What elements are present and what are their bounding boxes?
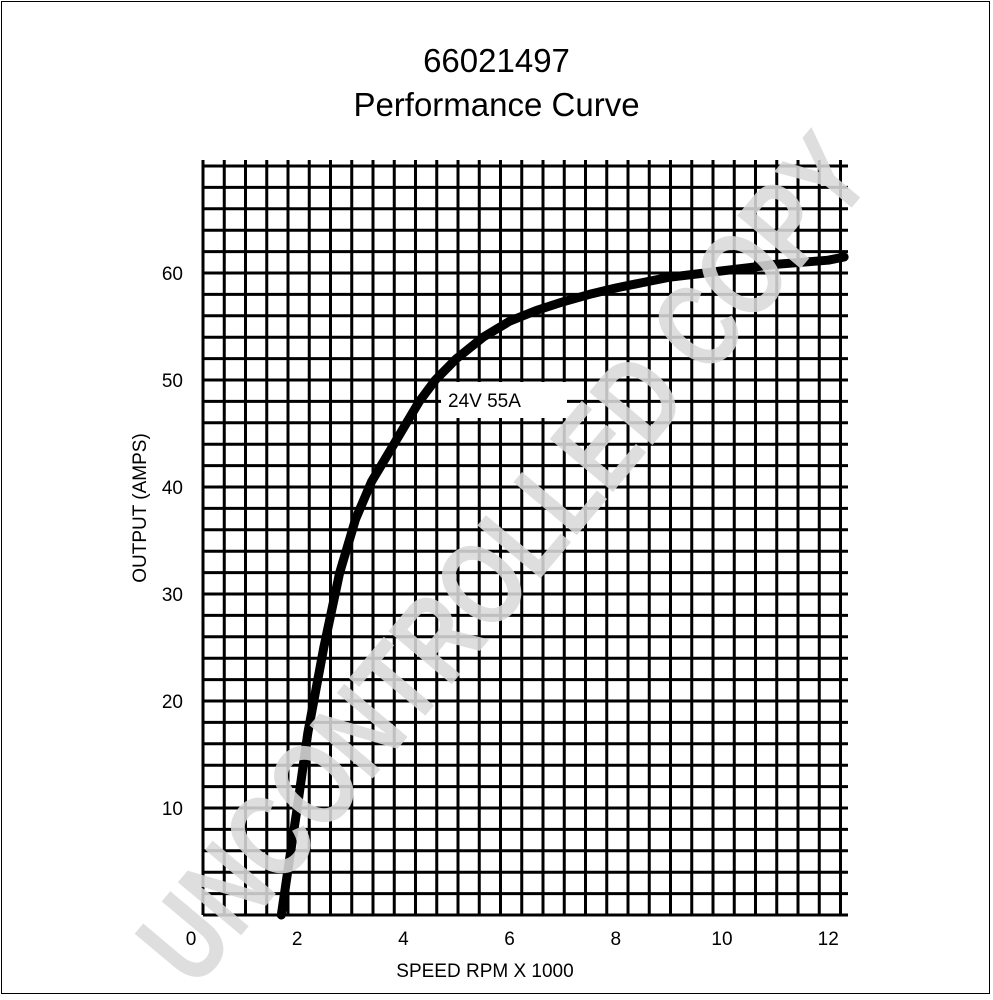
series-label: 24V 55A xyxy=(448,391,521,412)
x-tick-label: 10 xyxy=(711,929,732,950)
series-label-box: 24V 55A xyxy=(441,382,567,418)
y-tick-label: 60 xyxy=(162,264,183,285)
y-axis-label: OUTPUT (AMPS) xyxy=(130,433,151,583)
x-tick-label: 12 xyxy=(818,929,839,950)
y-tick-label: 20 xyxy=(162,692,183,713)
y-tick-label: 50 xyxy=(162,371,183,392)
series-line xyxy=(276,252,849,920)
x-tick-label: 0 xyxy=(186,929,197,950)
curve-series xyxy=(276,252,849,920)
y-tick-label: 30 xyxy=(162,585,183,606)
x-axis-label: SPEED RPM X 1000 xyxy=(396,961,573,982)
y-tick-label: 10 xyxy=(162,799,183,820)
x-tick-label: 2 xyxy=(292,929,303,950)
x-tick-labels: 0 2 4 6 8 10 12 xyxy=(186,929,839,950)
y-tick-labels: 10 20 30 40 50 60 xyxy=(162,264,183,820)
chart-title: 66021497 xyxy=(423,42,570,79)
x-tick-label: 8 xyxy=(611,929,622,950)
y-tick-label: 40 xyxy=(162,478,183,499)
chart-subtitle: Performance Curve xyxy=(353,86,640,123)
grid xyxy=(201,160,848,917)
x-tick-label: 6 xyxy=(504,929,515,950)
x-tick-label: 4 xyxy=(398,929,409,950)
